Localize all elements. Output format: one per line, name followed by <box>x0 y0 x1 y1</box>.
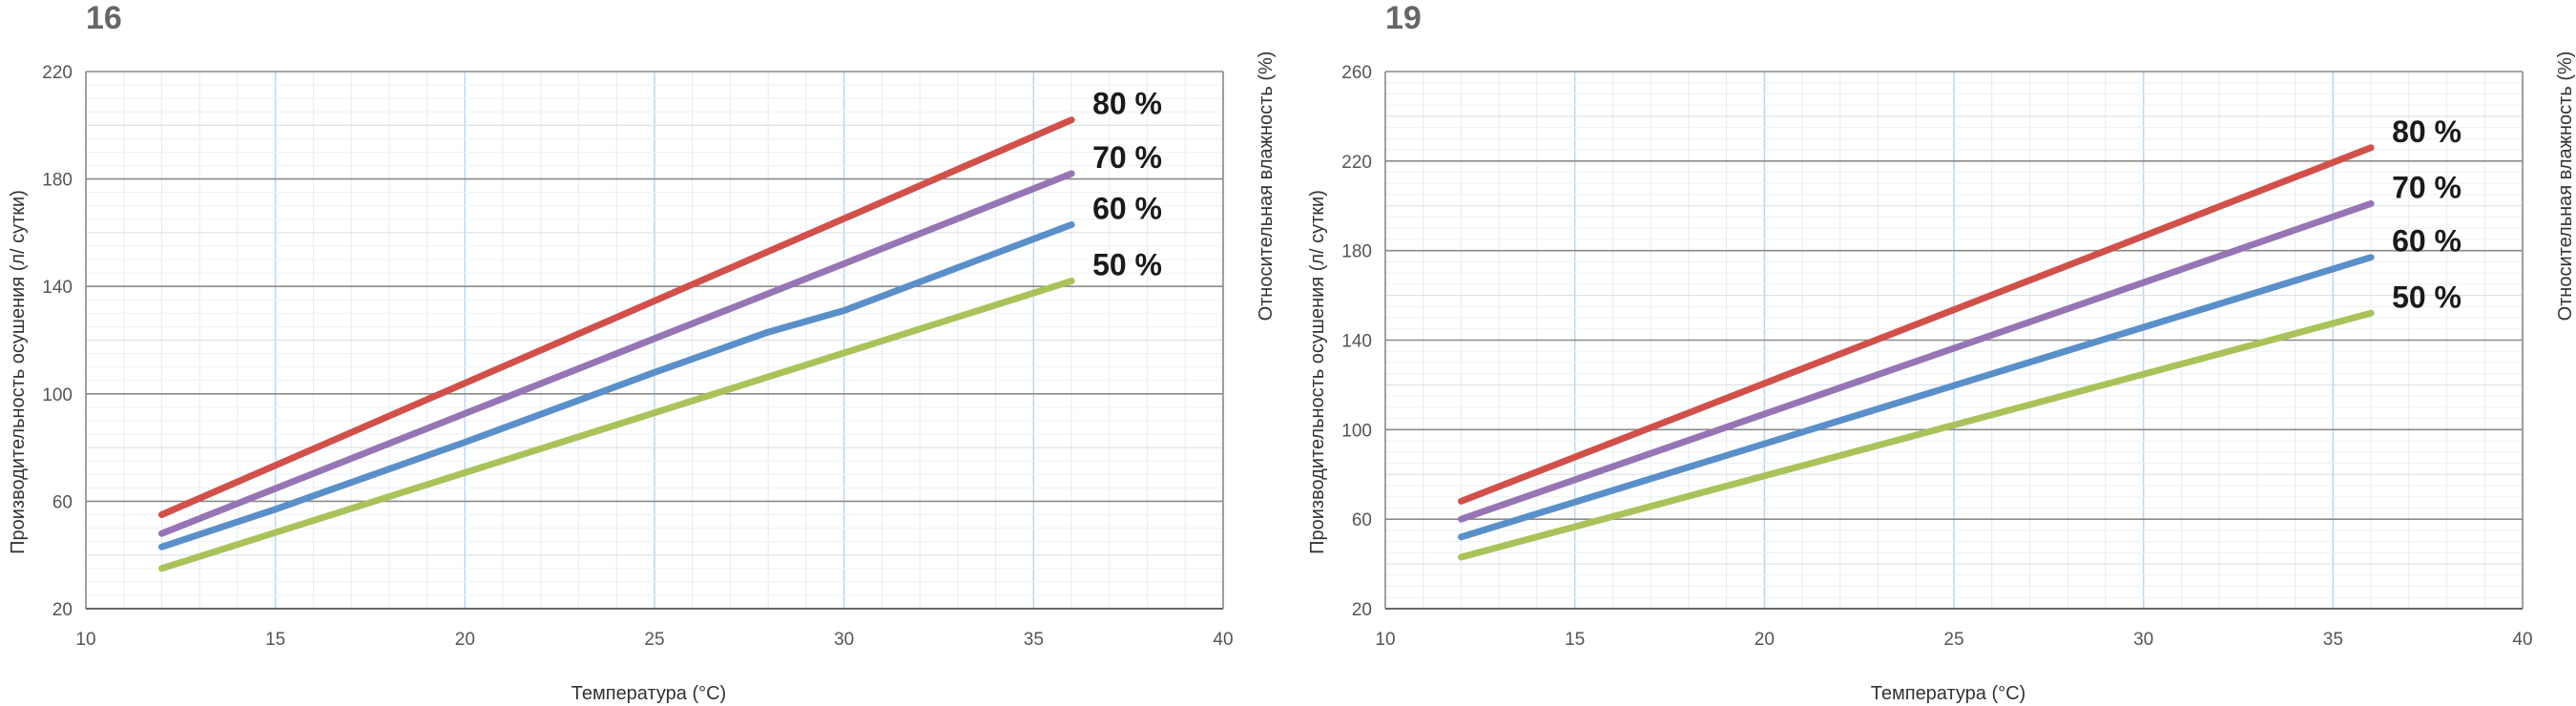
y-tick-label: 60 <box>1352 510 1372 530</box>
x-tick-label: 15 <box>1565 630 1585 650</box>
x-tick-labels: 10 15 20 25 30 35 40 <box>75 630 1233 650</box>
y-axis-title: Производительность осушения (л/ сутки) <box>1307 190 1328 554</box>
x-tick-label: 20 <box>1755 630 1775 650</box>
series-group <box>158 116 1075 572</box>
series-label: 80 % <box>1092 87 1162 121</box>
series-line <box>1458 309 2375 561</box>
x-tick-label: 40 <box>1213 630 1233 650</box>
y-tick-label: 180 <box>42 171 73 191</box>
series-line <box>158 278 1075 572</box>
x-axis-title: Температура (°C) <box>571 683 726 704</box>
y2-axis-title: Относительная влажность (%) <box>1256 52 1277 322</box>
y-tick-label: 140 <box>42 278 73 298</box>
x-tick-label: 20 <box>455 630 475 650</box>
x-tick-label: 25 <box>644 630 664 650</box>
chart-title: 16 <box>86 0 122 36</box>
series-line <box>1458 199 2375 523</box>
series-labels: 80 % 70 % 60 % 50 % <box>1092 87 1162 282</box>
series-line <box>158 116 1075 518</box>
x-tick-label: 10 <box>75 630 95 650</box>
series-line <box>1458 144 2375 505</box>
series-label: 50 % <box>1092 248 1162 282</box>
x-tick-label: 30 <box>2133 630 2153 650</box>
x-tick-label: 35 <box>2323 630 2343 650</box>
y-tick-label: 20 <box>1352 600 1372 620</box>
x-tick-label: 25 <box>1943 630 1963 650</box>
series-line <box>158 221 1075 550</box>
y2-axis-title: Относительная влажность (%) <box>2555 52 2576 322</box>
y-tick-label: 60 <box>52 492 73 512</box>
y-axis-title: Производительность осушения (л/ сутки) <box>8 190 29 554</box>
x-tick-label: 40 <box>2512 630 2532 650</box>
chart-panel-16: 16 10 15 20 25 30 35 40 20 60 100 140 180 220 80 % 7… <box>8 0 1277 704</box>
series-line <box>1458 254 2375 541</box>
grid <box>1384 71 2524 610</box>
y-tick-label: 100 <box>1341 421 1372 441</box>
series-label: 60 % <box>2392 224 2462 259</box>
x-tick-label: 35 <box>1024 630 1044 650</box>
grid <box>85 71 1224 610</box>
x-tick-label: 10 <box>1375 630 1395 650</box>
series-group <box>1458 144 2375 561</box>
chart-title: 19 <box>1385 0 1422 36</box>
series-labels: 80 % 70 % 60 % 50 % <box>2392 114 2462 315</box>
y-tick-label: 140 <box>1341 332 1372 352</box>
x-tick-label: 30 <box>834 630 854 650</box>
y-tick-label: 260 <box>1341 63 1372 83</box>
x-axis-title: Температура (°C) <box>1871 683 2025 704</box>
y-tick-labels: 20 60 100 140 180 220 <box>42 63 73 620</box>
series-line <box>158 170 1075 537</box>
y-tick-label: 100 <box>42 385 73 405</box>
series-label: 80 % <box>2392 114 2462 149</box>
series-label: 70 % <box>1092 140 1162 175</box>
y-tick-labels: 20 60 100 140 180 220 260 <box>1341 63 1372 620</box>
series-label: 70 % <box>2392 170 2462 204</box>
chart-svg-16: 16 10 15 20 25 30 35 40 20 60 100 140 180 220 80 % 7… <box>8 0 1277 704</box>
y-tick-label: 20 <box>52 600 73 620</box>
y-tick-label: 220 <box>42 63 73 83</box>
y-tick-label: 180 <box>1341 242 1372 262</box>
x-tick-labels: 10 15 20 25 30 35 40 <box>1375 630 2532 650</box>
x-tick-label: 15 <box>265 630 285 650</box>
series-label: 50 % <box>2392 280 2462 314</box>
y-tick-label: 220 <box>1341 153 1372 173</box>
chart-panel-19: 19 10 15 20 25 30 35 40 20 60 100 140 180 220 260 80… <box>1299 0 2576 706</box>
chart-svg-19: 19 10 15 20 25 30 35 40 20 60 100 140 180 220 260 80… <box>1307 0 2576 704</box>
series-label: 60 % <box>1092 191 1162 225</box>
